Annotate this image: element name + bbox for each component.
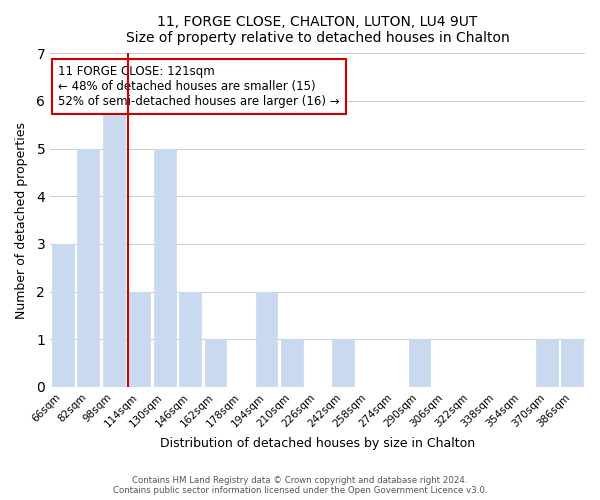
Bar: [205, 340, 226, 387]
Text: Contains HM Land Registry data © Crown copyright and database right 2024.
Contai: Contains HM Land Registry data © Crown c…: [113, 476, 487, 495]
Title: 11, FORGE CLOSE, CHALTON, LUTON, LU4 9UT
Size of property relative to detached h: 11, FORGE CLOSE, CHALTON, LUTON, LU4 9UT…: [125, 15, 509, 45]
Bar: [103, 101, 125, 387]
Bar: [409, 340, 430, 387]
Y-axis label: Number of detached properties: Number of detached properties: [15, 122, 28, 318]
Bar: [77, 148, 99, 387]
Bar: [154, 148, 176, 387]
Bar: [256, 292, 277, 387]
Bar: [128, 292, 150, 387]
Bar: [562, 340, 583, 387]
Bar: [281, 340, 303, 387]
Bar: [52, 244, 74, 387]
Bar: [332, 340, 354, 387]
X-axis label: Distribution of detached houses by size in Chalton: Distribution of detached houses by size …: [160, 437, 475, 450]
Text: 11 FORGE CLOSE: 121sqm
← 48% of detached houses are smaller (15)
52% of semi-det: 11 FORGE CLOSE: 121sqm ← 48% of detached…: [58, 65, 340, 108]
Bar: [536, 340, 557, 387]
Bar: [179, 292, 201, 387]
